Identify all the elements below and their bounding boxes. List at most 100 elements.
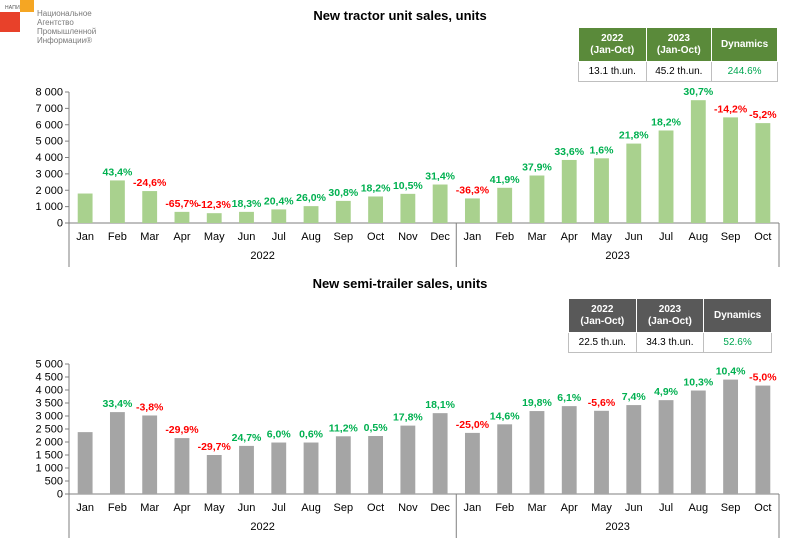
x-tick-label: May: [591, 502, 612, 514]
y-tick-label: 5 000: [35, 136, 63, 148]
x-tick-label: Aug: [301, 502, 321, 514]
x-tick-label: Jun: [625, 502, 643, 514]
bar: [723, 117, 739, 223]
data-label: 10,4%: [716, 366, 746, 378]
table1-value-2022: 13.1 th.un.: [578, 61, 647, 82]
data-label: -24,6%: [133, 177, 167, 189]
data-label: -36,3%: [456, 184, 490, 196]
table1-value-dynamics: 244.6%: [711, 61, 778, 82]
x-tick-label: Nov: [398, 502, 418, 514]
bar: [561, 406, 577, 494]
bar: [271, 209, 287, 223]
table1-header-2023: 2023 (Jan-Oct): [645, 27, 713, 62]
x-tick-label: Jun: [238, 231, 256, 243]
bar: [239, 211, 254, 223]
x-tick-label: Jul: [659, 231, 673, 243]
data-label: -14,2%: [714, 103, 748, 115]
x-tick-label: Dec: [430, 502, 450, 514]
x-tick-label: Feb: [108, 502, 127, 514]
y-tick-label: 1 000: [35, 463, 63, 475]
logo-text: Национальное Агентство Промышленной Инфо…: [37, 9, 97, 45]
bar: [303, 206, 319, 223]
data-label: -25,0%: [456, 419, 490, 431]
data-label: 33,6%: [554, 146, 584, 158]
bar: [626, 143, 642, 223]
x-tick-label: Sep: [721, 231, 741, 243]
data-label: 7,4%: [622, 391, 647, 403]
data-label: 18,3%: [232, 198, 262, 210]
tractor-sales-chart: 0 1 000 2 000 3 000 4 000 5 000 6 000 7 000 8 00…: [35, 86, 780, 267]
y-tick-label: 5 000: [35, 359, 63, 371]
x-tick-label: Apr: [173, 502, 190, 514]
bar: [497, 424, 513, 494]
data-label: 21,8%: [619, 130, 649, 142]
data-label: 14,6%: [490, 410, 520, 422]
x-tick-label: Aug: [689, 231, 709, 243]
x-tick-label: Jan: [76, 502, 94, 514]
logo-abbreviation: НАПИ: [5, 5, 20, 11]
data-label: 31,4%: [425, 171, 455, 183]
x-tick-label: Aug: [689, 502, 709, 514]
bar: [432, 184, 448, 223]
bar: [368, 196, 384, 223]
table2-header-dynamics: Dynamics: [703, 298, 772, 333]
bar: [658, 130, 674, 223]
bar: [594, 410, 609, 494]
x-tick-label: Aug: [301, 231, 321, 243]
y-tick-label: 3 000: [35, 411, 63, 423]
bar: [690, 100, 706, 223]
table2-header-2022: 2022 (Jan-Oct): [568, 298, 637, 333]
napi-logo: НАПИ Национальное Агентство Промышленной…: [0, 0, 100, 45]
x-tick-label: Feb: [495, 502, 514, 514]
x-tick-label: Jun: [625, 231, 643, 243]
y-tick-label: 2 000: [35, 185, 63, 197]
bar: [400, 193, 416, 223]
data-label: 26,0%: [296, 192, 326, 204]
bar: [561, 159, 577, 223]
bar: [626, 405, 642, 494]
table2-value-2022: 22.5 th.un.: [568, 332, 637, 353]
y-tick-label: 2 500: [35, 424, 63, 436]
x-tick-label: Sep: [334, 502, 354, 514]
x-tick-label: Jul: [272, 231, 286, 243]
x-tick-label: Jan: [464, 231, 482, 243]
bar: [206, 213, 222, 223]
x-tick-label: Oct: [754, 231, 771, 243]
bar: [529, 175, 545, 223]
data-label: -12,3%: [198, 199, 232, 211]
x-tick-label: Jul: [659, 502, 673, 514]
y-tick-label: 6 000: [35, 119, 63, 131]
bar: [497, 187, 513, 223]
y-tick-label: 0: [57, 218, 63, 230]
bar: [109, 180, 125, 223]
bar: [755, 385, 771, 494]
x-tick-label: Oct: [367, 231, 384, 243]
y-tick-label: 8 000: [35, 87, 63, 99]
year-group-label: 2022: [250, 521, 274, 533]
year-group-label: 2023: [605, 521, 629, 533]
x-tick-label: Sep: [721, 502, 741, 514]
y-tick-label: 3 500: [35, 398, 63, 410]
data-label: -65,7%: [165, 198, 199, 210]
y-tick-label: 3 000: [35, 168, 63, 180]
x-tick-label: Feb: [108, 231, 127, 243]
bar: [690, 390, 706, 494]
y-tick-label: 500: [45, 476, 63, 488]
year-group-label: 2022: [250, 250, 274, 262]
bar: [335, 200, 351, 223]
bar: [335, 436, 351, 494]
x-tick-label: May: [204, 502, 225, 514]
x-tick-label: Oct: [367, 502, 384, 514]
data-label: 11,2%: [329, 422, 359, 434]
x-tick-label: Mar: [527, 231, 546, 243]
y-tick-label: 4 000: [35, 152, 63, 164]
x-tick-label: May: [591, 231, 612, 243]
y-tick-label: 1 000: [35, 201, 63, 213]
bar: [723, 379, 739, 494]
bar: [77, 193, 93, 223]
data-label: -5,2%: [749, 109, 777, 121]
tractor-summary-table: 2022 (Jan-Oct) 2023 (Jan-Oct) Dynamics 1…: [578, 27, 778, 82]
bar: [432, 413, 448, 494]
bar: [77, 432, 93, 494]
data-label: 10,3%: [683, 377, 713, 389]
